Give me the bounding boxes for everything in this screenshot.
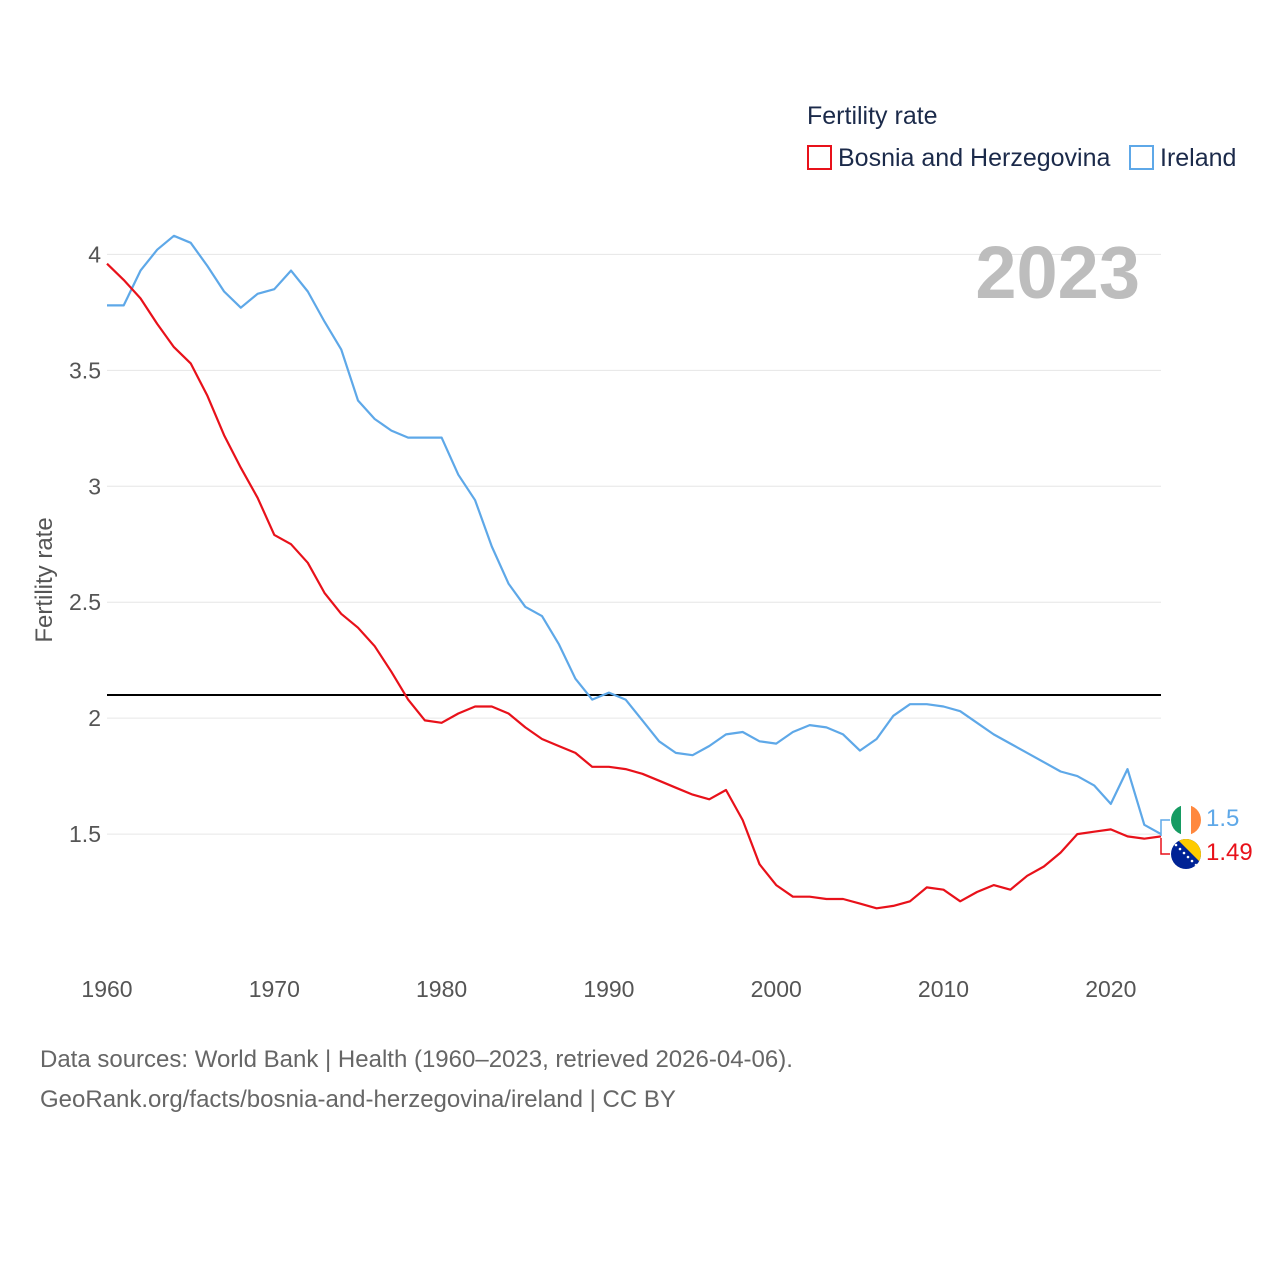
gridlines bbox=[107, 253, 1161, 835]
legend-title: Fertility rate bbox=[807, 102, 938, 130]
footer-attribution[interactable]: GeoRank.org/facts/bosnia-and-herzegovina… bbox=[40, 1086, 676, 1113]
series-group bbox=[106, 234, 1162, 910]
y-tick-label: 4 bbox=[88, 241, 101, 267]
x-tick-label: 2020 bbox=[1085, 976, 1136, 1002]
footer-sources: Data sources: World Bank | Health (1960–… bbox=[40, 1046, 793, 1073]
ireland-flag-icon bbox=[1171, 805, 1201, 835]
legend-swatch-ireland[interactable] bbox=[1129, 145, 1154, 170]
year-label: 2023 bbox=[975, 231, 1140, 314]
x-tick-label: 1990 bbox=[583, 976, 634, 1002]
legend-label-bosnia[interactable]: Bosnia and Herzegovina bbox=[838, 144, 1110, 172]
footer: Data sources: World Bank | Health (1960–… bbox=[40, 1040, 793, 1120]
y-axis-label: Fertility rate bbox=[31, 517, 58, 642]
y-tick-label: 2.5 bbox=[69, 589, 101, 615]
x-tick-label: 1980 bbox=[416, 976, 467, 1002]
y-tick-label: 3 bbox=[88, 473, 101, 499]
legend: Fertility rate Bosnia and Herzegovina Ir… bbox=[807, 102, 1236, 172]
x-tick-label: 1970 bbox=[249, 976, 300, 1002]
series-line-bosnia[interactable] bbox=[106, 262, 1162, 910]
ireland-connector bbox=[1160, 819, 1170, 836]
bosnia-end-label: 1.49 bbox=[1206, 839, 1253, 866]
ireland-end-label: 1.5 bbox=[1206, 805, 1239, 832]
x-tick-label: 1960 bbox=[81, 976, 132, 1002]
x-tick-labels: 1960 1970 1980 1990 2000 2010 2020 bbox=[81, 976, 1136, 1002]
bosnia-flag-icon bbox=[1171, 839, 1201, 869]
series-line-ireland[interactable] bbox=[107, 234, 1162, 836]
y-tick-label: 1.5 bbox=[69, 821, 101, 847]
end-markers: 1.5 1.49 bbox=[1160, 805, 1253, 869]
y-tick-label: 2 bbox=[88, 705, 101, 731]
legend-swatch-bosnia[interactable] bbox=[807, 145, 832, 170]
fertility-chart: 1.5 2 2.5 3 3.5 4 1960 1970 1980 1990 2000 2010 202… bbox=[31, 102, 1253, 1002]
y-tick-labels: 1.5 2 2.5 3 3.5 4 bbox=[69, 241, 101, 847]
x-tick-label: 2010 bbox=[918, 976, 969, 1002]
legend-label-ireland[interactable]: Ireland bbox=[1160, 144, 1236, 172]
y-tick-label: 3.5 bbox=[69, 357, 101, 383]
x-tick-label: 2000 bbox=[751, 976, 802, 1002]
bosnia-connector bbox=[1160, 838, 1170, 855]
